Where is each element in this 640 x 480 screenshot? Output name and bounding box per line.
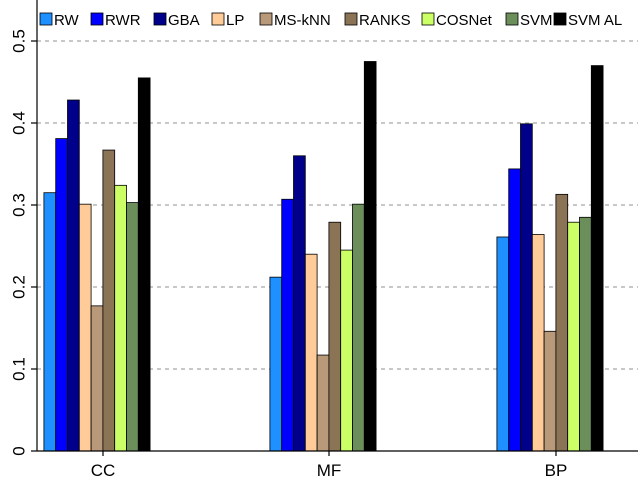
x-tick-label-bp: BP — [545, 461, 568, 480]
bar-rwr-bp — [508, 168, 521, 452]
bar-gba-cc — [67, 99, 80, 452]
bar-ranks-cc — [102, 149, 116, 452]
bar-rw-cc — [43, 192, 57, 452]
bar-rwr-mf — [281, 198, 294, 452]
axes: 0 0.1 0.2 0.3 0.4 0.5 CC MF BP — [10, 0, 638, 480]
bar-ms-knn-mf — [316, 354, 330, 452]
bar-svm-mf — [352, 203, 365, 452]
y-tick-label: 0.3 — [10, 193, 29, 217]
bar-svm-cc — [126, 202, 139, 452]
bar-ms-knn-bp — [543, 330, 557, 452]
legend-label-rwr: RWR — [105, 12, 141, 29]
x-tick-label-mf: MF — [317, 461, 342, 480]
bar-svm-al-bp — [590, 65, 604, 452]
legend-label-lp: LP — [226, 12, 244, 29]
bar-lp-bp — [531, 234, 545, 452]
bar-ranks-mf — [328, 221, 342, 452]
legend-label-cosnet: COSNet — [436, 12, 493, 29]
legend: RW RWR GBA LP MS-kNN RANKS COSNet SVM SVM AL — [39, 12, 622, 29]
bars — [43, 61, 604, 452]
legend-label-ranks: RANKS — [359, 12, 411, 29]
y-tick-label: 0 — [10, 446, 29, 455]
bar-rwr-cc — [55, 138, 68, 452]
y-tick-label: 0.1 — [10, 357, 29, 381]
x-tick-label-cc: CC — [91, 461, 116, 480]
y-tick-label: 0.2 — [10, 275, 29, 299]
legend-swatch-ms-knn — [259, 12, 273, 26]
bar-lp-cc — [78, 203, 92, 452]
legend-swatch-cosnet — [421, 12, 435, 26]
bar-svm-bp — [579, 216, 592, 452]
legend-swatch-gba — [153, 12, 167, 26]
y-tick-label: 0.4 — [10, 111, 29, 135]
bar-svm-al-cc — [137, 77, 151, 452]
bar-ms-knn-cc — [90, 305, 104, 452]
legend-swatch-svm — [505, 12, 519, 26]
bar-rw-bp — [496, 236, 510, 452]
legend-label-rw: RW — [54, 12, 80, 29]
legend-label-gba: GBA — [168, 12, 200, 29]
legend-swatch-ranks — [344, 12, 358, 26]
bar-lp-mf — [304, 253, 318, 452]
legend-swatch-rw — [39, 12, 53, 26]
legend-swatch-lp — [211, 12, 225, 26]
bar-gba-bp — [520, 123, 533, 452]
bar-gba-mf — [293, 155, 306, 452]
y-tick-label: 0.5 — [10, 29, 29, 53]
bar-cosnet-mf — [340, 249, 353, 452]
bar-cosnet-cc — [114, 184, 127, 452]
bar-rw-mf — [269, 276, 283, 452]
legend-swatch-svm-al — [553, 12, 567, 26]
bar-svm-al-mf — [363, 61, 377, 452]
bar-ranks-bp — [555, 193, 569, 452]
legend-label-svm: SVM — [520, 12, 553, 29]
bar-cosnet-bp — [567, 221, 580, 452]
legend-label-ms-knn: MS-kNN — [274, 12, 331, 29]
legend-label-svm-al: SVM AL — [568, 12, 622, 29]
legend-swatch-rwr — [90, 12, 104, 26]
